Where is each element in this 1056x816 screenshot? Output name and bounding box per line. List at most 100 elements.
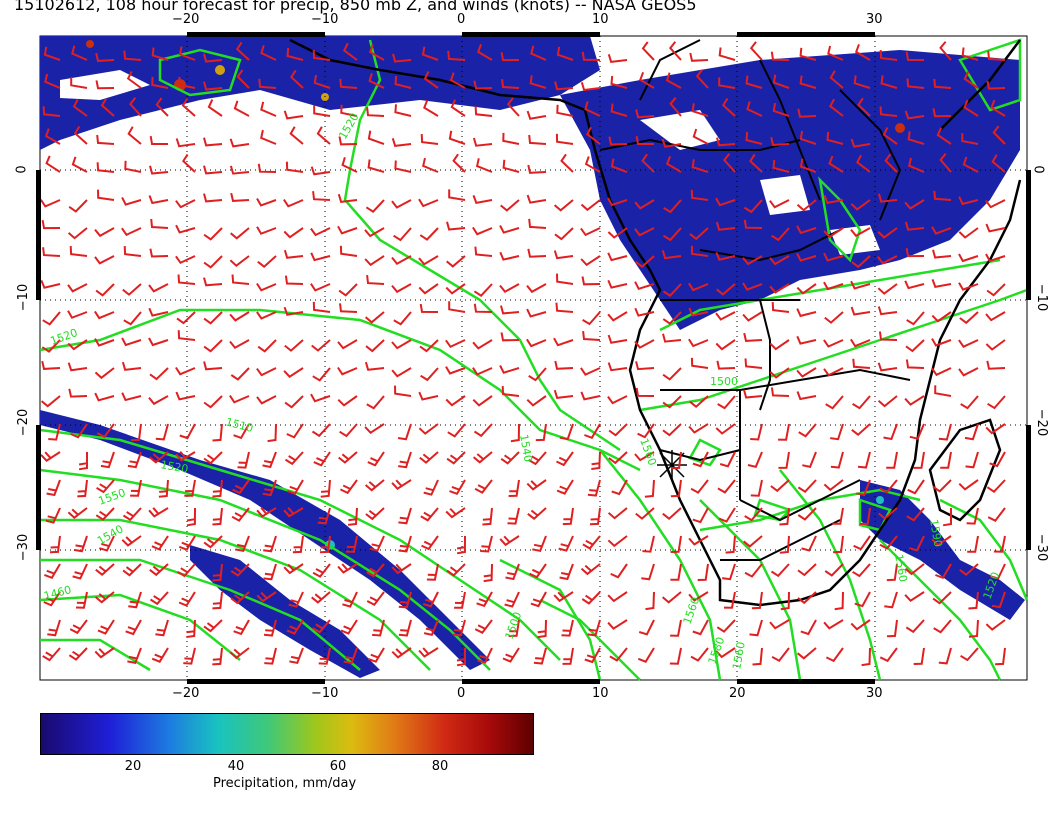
wind-barb	[772, 102, 790, 117]
wind-barb	[961, 47, 979, 61]
wind-barb	[533, 647, 547, 665]
wind-barb	[559, 423, 574, 441]
wind-barb	[850, 619, 871, 631]
wind-barb	[723, 591, 736, 609]
wind-barb	[446, 563, 466, 577]
wind-barb	[366, 274, 385, 285]
wind-barb	[691, 103, 709, 117]
wind-barb	[904, 221, 925, 231]
wind-barb	[884, 153, 898, 173]
lon-label-top: 30	[866, 12, 883, 27]
wind-barb	[722, 563, 736, 581]
wind-barb	[182, 153, 196, 173]
wind-barb	[987, 50, 1006, 61]
wind-barb	[607, 197, 628, 207]
wind-barb	[391, 255, 412, 265]
lon-label-bottom: 10	[592, 686, 609, 701]
wind-barb	[284, 451, 304, 466]
wind-barb	[366, 563, 385, 578]
wind-barb	[121, 535, 142, 547]
wind-barb	[744, 507, 763, 522]
wind-barb	[933, 619, 952, 634]
wind-barb	[391, 479, 412, 490]
wind-barb	[40, 395, 61, 408]
wind-barb	[850, 280, 871, 290]
wind-barb	[364, 255, 385, 267]
wind-barb	[635, 255, 655, 269]
wind-barb	[42, 647, 61, 662]
wind-barb	[799, 158, 817, 173]
wind-barb	[338, 283, 358, 297]
wind-barb	[41, 339, 61, 353]
wind-barb	[556, 273, 574, 285]
wind-barb	[177, 330, 196, 341]
wind-barb	[827, 45, 844, 61]
wind-barb	[830, 451, 844, 469]
wind-barb	[770, 563, 790, 578]
wind-barb	[580, 82, 601, 92]
wind-barb	[554, 360, 574, 370]
wind-barb	[422, 591, 439, 608]
wind-barb	[584, 156, 601, 173]
wind-barb	[958, 227, 979, 239]
wind-barb	[580, 255, 601, 267]
wind-barb	[473, 283, 493, 297]
wind-barb	[423, 71, 439, 89]
wind-barb	[662, 395, 682, 409]
wind-barb	[508, 479, 520, 497]
wind-barb	[688, 535, 709, 546]
wind-barb	[391, 138, 412, 147]
wind-barb	[446, 451, 466, 465]
wind-barb	[905, 51, 925, 61]
wind-barb	[610, 158, 628, 173]
wind-barb	[71, 156, 88, 173]
wind-barb	[212, 479, 223, 498]
wind-barb	[339, 303, 358, 313]
wind-barb	[149, 367, 169, 381]
wind-barb	[747, 451, 763, 468]
wind-barb	[692, 451, 709, 468]
lon-label-top: 0	[457, 12, 466, 27]
wind-barb	[313, 105, 331, 117]
wind-barb	[715, 197, 736, 207]
forecast-map[interactable]: 1520152015101540152015001560146015401550…	[0, 0, 1056, 700]
wind-barb	[178, 76, 196, 89]
wind-barb	[715, 311, 736, 321]
wind-barb	[877, 306, 898, 316]
wind-barb	[671, 451, 682, 470]
wind-barb	[203, 137, 223, 147]
wind-barb	[448, 130, 466, 145]
wind-barb	[669, 97, 682, 117]
wind-barb	[526, 308, 547, 318]
lon-label-top: −20	[172, 12, 200, 27]
wind-barb	[67, 339, 88, 351]
wind-barb	[771, 227, 790, 242]
wind-barb	[722, 153, 736, 173]
wind-barb	[985, 253, 1006, 263]
wind-barb	[878, 331, 898, 341]
lat-label-right: −10	[1034, 283, 1050, 312]
wind-barb	[476, 44, 493, 61]
wind-barb	[42, 106, 61, 117]
country-borders	[599, 39, 911, 561]
wind-barb	[310, 393, 331, 403]
wind-barb	[149, 248, 169, 258]
wind-barb	[40, 199, 61, 208]
wind-barb	[529, 75, 547, 89]
wind-barb	[445, 283, 466, 295]
wind-barb	[230, 367, 250, 381]
wind-barb	[448, 189, 466, 201]
wind-barb	[719, 451, 736, 468]
wind-barb	[203, 311, 223, 325]
wind-barb	[284, 339, 304, 352]
wind-barb	[283, 306, 304, 316]
wind-barb	[419, 303, 439, 313]
wind-barb	[830, 423, 844, 441]
wind-barb	[637, 647, 655, 663]
wind-barb	[256, 367, 277, 377]
wind-barb	[850, 138, 871, 148]
wind-barb	[932, 479, 952, 493]
wind-barb	[263, 535, 277, 553]
wind-barb	[235, 41, 250, 61]
wind-barb	[229, 647, 250, 660]
